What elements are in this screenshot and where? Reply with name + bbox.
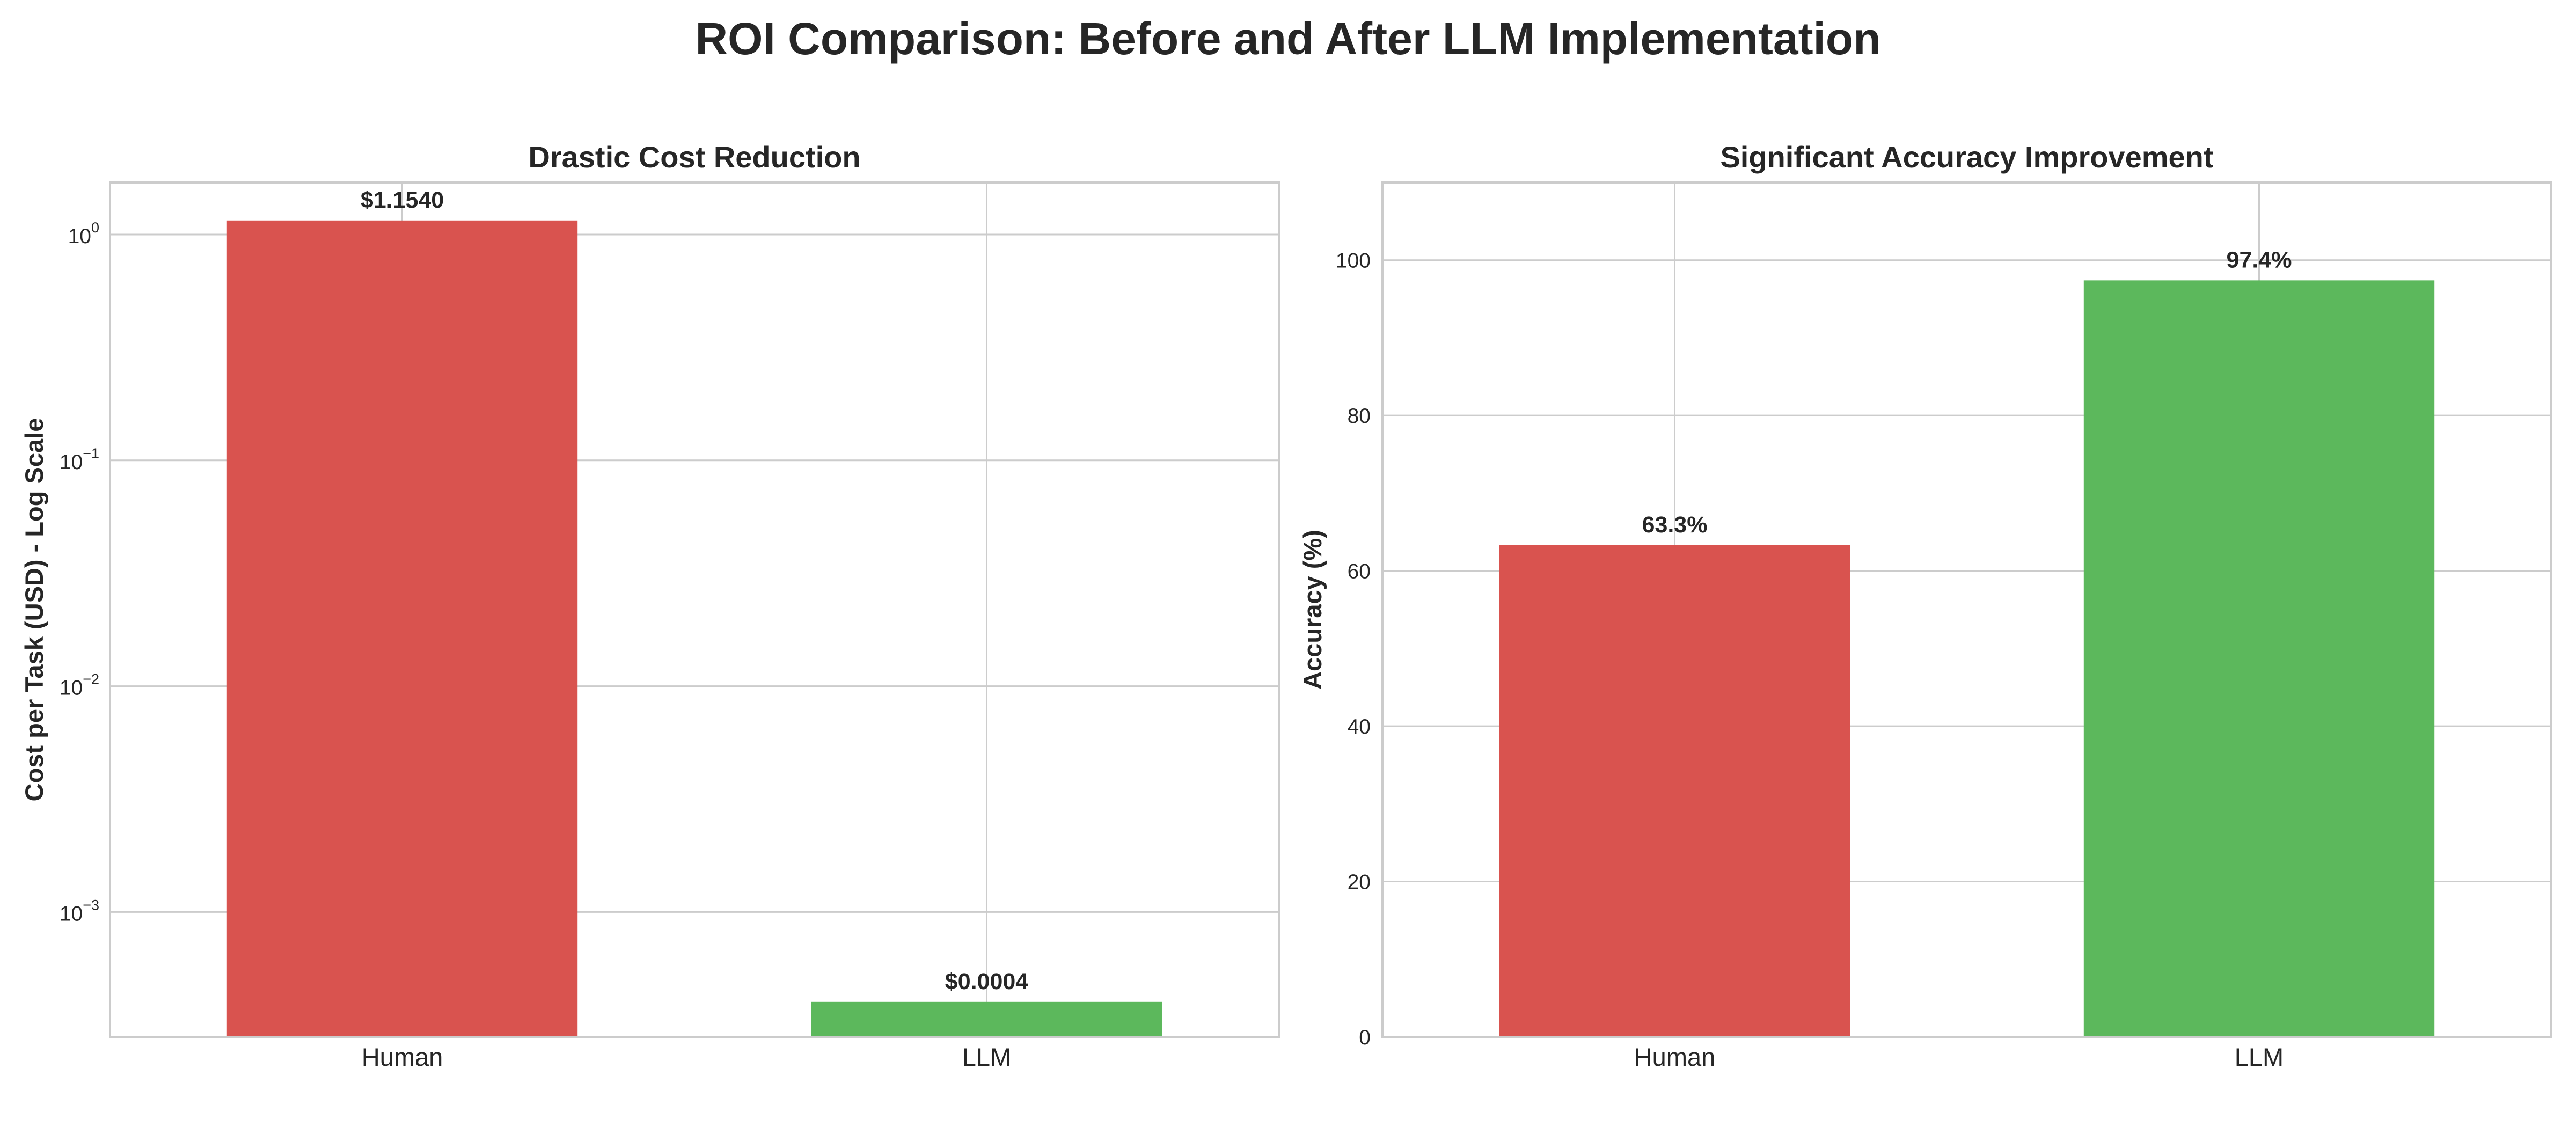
y-tick-label: 40 (1348, 715, 1371, 738)
y-tick-label: 10−1 (60, 445, 99, 474)
x-tick-label-llm: LLM (2235, 1043, 2284, 1071)
bar-llm (811, 1001, 1162, 1037)
bar-human (1499, 545, 1850, 1037)
chart-panel-1: $1.1540 $0.0004 10−3 10−2 10−1 100 Human LLM Dra… (20, 140, 1280, 1071)
y-tick-label: 10−2 (60, 671, 99, 700)
plot-frame (1381, 181, 2552, 1038)
panel-title: Drastic Cost Reduction (528, 140, 860, 174)
y-axis-label: Accuracy (%) (1298, 530, 1327, 690)
bar-llm (2083, 280, 2435, 1037)
figure-title: ROI Comparison: Before and After LLM Imp… (695, 13, 1881, 64)
data-label-llm: $0.0004 (945, 969, 1029, 994)
data-label-llm: 97.4% (2227, 247, 2292, 273)
data-label-human: 63.3% (1642, 512, 1708, 538)
y-tick-label: 20 (1348, 871, 1371, 894)
y-tick-label: 100 (1336, 250, 1371, 273)
x-tick-label-human: Human (362, 1043, 443, 1071)
y-tick-label: 10−3 (60, 897, 99, 925)
plot-frame (109, 181, 1280, 1038)
panel-title: Significant Accuracy Improvement (1720, 140, 2213, 174)
x-tick-label-llm: LLM (962, 1043, 1011, 1071)
y-tick-label: 80 (1348, 405, 1371, 428)
y-axis-label: Cost per Task (USD) - Log Scale (20, 418, 48, 802)
chart-panel-2: 63.3% 97.4% 0 20 40 60 80 100 Human LLM Significan… (1298, 140, 2552, 1071)
y-tick-label: 100 (68, 219, 99, 248)
x-tick-label-human: Human (1634, 1043, 1716, 1071)
y-tick-label: 0 (1359, 1026, 1371, 1049)
y-tick-label: 60 (1348, 560, 1371, 583)
bar-human (226, 220, 578, 1037)
data-label-human: $1.1540 (361, 187, 444, 213)
